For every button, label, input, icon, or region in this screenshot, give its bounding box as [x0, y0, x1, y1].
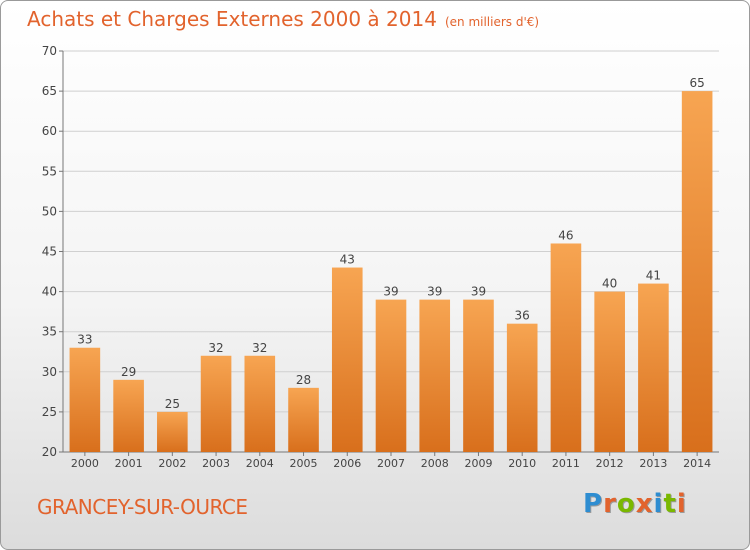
bar-2012: [594, 291, 625, 452]
bar-2013: [638, 283, 669, 452]
y-tick-label: 35: [42, 325, 57, 339]
x-tick-label: 2011: [552, 457, 580, 470]
data-label: 33: [77, 333, 92, 347]
x-tick-label: 2013: [639, 457, 667, 470]
data-label: 39: [383, 285, 398, 299]
y-tick-label: 70: [42, 44, 57, 58]
town-name: GRANCEY-SUR-OURCE: [37, 495, 248, 519]
y-tick-label: 50: [42, 204, 57, 218]
data-label: 65: [689, 76, 704, 90]
brand-letter: o: [616, 489, 636, 519]
data-label: 29: [121, 365, 136, 379]
bar-2007: [375, 299, 407, 452]
chart-title: Achats et Charges Externes 2000 à 2014: [27, 7, 437, 31]
x-tick-label: 2009: [464, 457, 492, 470]
bar-2003: [200, 355, 232, 452]
data-label: 41: [646, 269, 661, 283]
bar-2000: [69, 347, 101, 452]
data-label: 25: [165, 397, 180, 411]
x-tick-label: 2012: [596, 457, 624, 470]
y-tick-label: 45: [42, 245, 57, 259]
bar-2010: [506, 323, 538, 452]
x-tick-label: 2007: [377, 457, 405, 470]
brand-logo: Proxiti: [583, 489, 687, 519]
x-tick-label: 2014: [683, 457, 711, 470]
x-tick-label: 2001: [115, 457, 143, 470]
bar-2008: [419, 299, 451, 452]
y-tick-label: 20: [42, 445, 57, 459]
bar-2001: [113, 379, 144, 452]
data-label: 39: [471, 285, 486, 299]
bar-2009: [463, 299, 494, 452]
y-tick-label: 25: [42, 405, 57, 419]
chart-subtitle: (en milliers d'€): [444, 15, 540, 29]
bar-2004: [244, 355, 276, 452]
y-tick-label: 65: [42, 84, 57, 98]
brand-letter: r: [603, 489, 617, 519]
bar-2011: [550, 243, 582, 452]
brand-letter: i: [653, 489, 664, 519]
bar-2002: [157, 411, 188, 452]
data-label: 46: [558, 228, 573, 242]
data-label: 28: [296, 373, 311, 387]
y-tick-label: 60: [42, 124, 57, 138]
x-tick-label: 2006: [333, 457, 361, 470]
chart-title-line: Achats et Charges Externes 2000 à 2014 (e…: [27, 7, 539, 31]
data-label: 32: [208, 341, 223, 355]
x-tick-label: 2000: [71, 457, 99, 470]
data-label: 43: [340, 253, 355, 267]
x-tick-label: 2002: [158, 457, 186, 470]
brand-letter: i: [676, 489, 687, 519]
brand-letter: t: [663, 489, 677, 519]
y-tick-label: 40: [42, 285, 57, 299]
x-tick-label: 2004: [246, 457, 274, 470]
x-tick-label: 2010: [508, 457, 536, 470]
brand-letter: P: [583, 489, 604, 519]
data-label: 32: [252, 341, 267, 355]
y-tick-label: 55: [42, 164, 57, 178]
data-label: 39: [427, 285, 442, 299]
brand-letter: x: [635, 489, 654, 519]
data-label: 40: [602, 277, 617, 291]
data-label: 36: [515, 309, 530, 323]
y-tick-label: 30: [42, 365, 57, 379]
bar-2006: [331, 267, 363, 452]
x-tick-label: 2005: [290, 457, 318, 470]
bar-2005: [288, 387, 319, 452]
bar-2014: [681, 91, 713, 452]
x-tick-label: 2008: [421, 457, 449, 470]
x-tick-label: 2003: [202, 457, 230, 470]
